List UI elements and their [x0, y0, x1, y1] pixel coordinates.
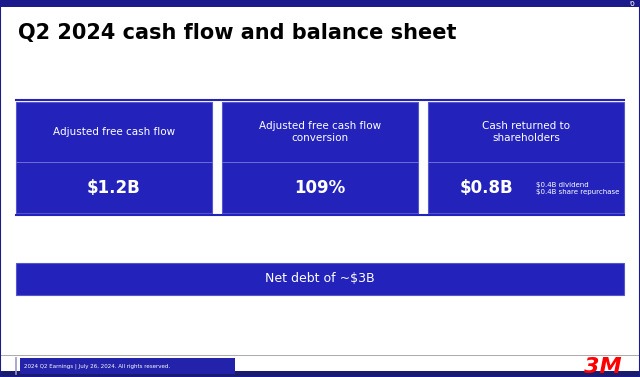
Text: Cash returned to
shareholders: Cash returned to shareholders — [482, 121, 570, 143]
Text: 2024 Q2 Earnings | July 26, 2024. All rights reserved.: 2024 Q2 Earnings | July 26, 2024. All ri… — [24, 363, 170, 369]
Text: $0.4B dividend
$0.4B share repurchase: $0.4B dividend $0.4B share repurchase — [536, 182, 619, 195]
FancyBboxPatch shape — [0, 371, 640, 377]
FancyBboxPatch shape — [20, 358, 235, 374]
Text: 109%: 109% — [294, 179, 346, 198]
Text: $0.8B: $0.8B — [460, 179, 514, 198]
Text: $1.2B: $1.2B — [87, 179, 141, 198]
Text: Net debt of ~$3B: Net debt of ~$3B — [265, 273, 375, 285]
Text: Q2 2024 cash flow and balance sheet: Q2 2024 cash flow and balance sheet — [18, 23, 456, 43]
Text: Adjusted free cash flow
conversion: Adjusted free cash flow conversion — [259, 121, 381, 143]
FancyBboxPatch shape — [428, 102, 624, 213]
Text: 6: 6 — [629, 0, 634, 8]
Text: 3M: 3M — [584, 357, 622, 377]
Text: Adjusted free cash flow: Adjusted free cash flow — [53, 127, 175, 137]
FancyBboxPatch shape — [222, 102, 418, 213]
FancyBboxPatch shape — [16, 263, 624, 295]
FancyBboxPatch shape — [0, 0, 640, 7]
FancyBboxPatch shape — [16, 102, 212, 213]
